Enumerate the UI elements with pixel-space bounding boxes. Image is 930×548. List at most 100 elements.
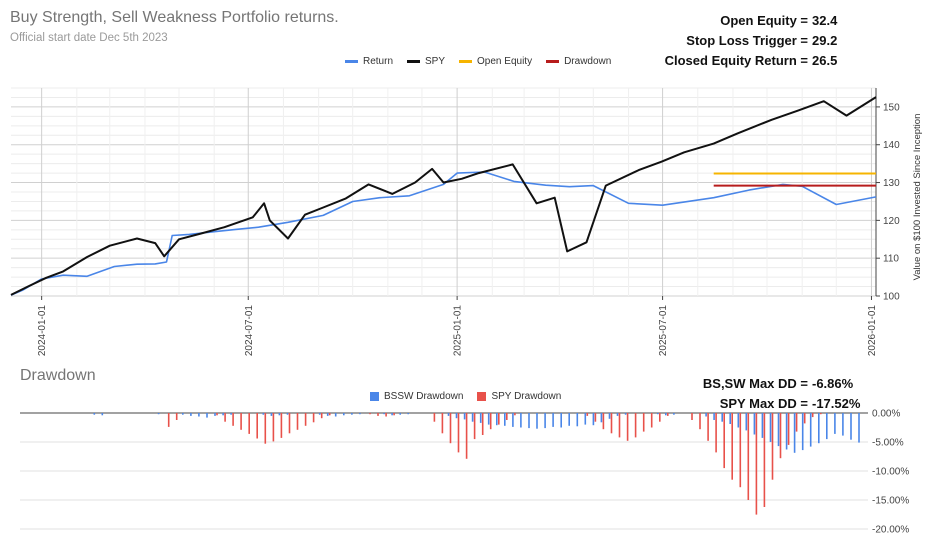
bssw-drawdown-bar <box>399 413 401 415</box>
bssw-drawdown-bar <box>721 413 723 422</box>
bssw-drawdown-bar <box>101 413 104 416</box>
bssw-drawdown-bar <box>568 413 570 426</box>
bssw-drawdown-bar <box>198 413 200 417</box>
drawdown-chart-y-axis: 0.00% -5.00% -10.00% -15.00% -20.00% <box>872 409 909 536</box>
spy-drawdown-bar <box>811 413 814 418</box>
bssw-drawdown-bar <box>318 413 321 415</box>
legend-item-spy[interactable]: SPY <box>407 56 445 67</box>
legend-item-spy-drawdown[interactable]: SPY Drawdown <box>477 391 561 402</box>
spy-drawdown-bar <box>473 413 476 440</box>
spy-drawdown-bar <box>264 413 267 444</box>
bssw-drawdown-bar <box>407 413 409 415</box>
bssw-drawdown-bar <box>552 413 554 427</box>
spy-drawdown-bar <box>715 413 717 453</box>
bssw-drawdown-bar <box>286 413 289 415</box>
x-tick-label: 2026-01-01 <box>867 305 878 357</box>
spy-drawdown-bar <box>328 413 331 416</box>
bssw-drawdown-bar <box>777 413 780 447</box>
bssw-drawdown-bar <box>383 413 385 415</box>
spy-drawdown-bar <box>747 413 750 500</box>
stat-label: Closed Equity Return = <box>664 53 808 68</box>
spy-drawdown-bar <box>167 413 170 427</box>
bssw-drawdown-bar <box>182 413 184 415</box>
bssw-drawdown-bar <box>190 413 192 416</box>
legend-swatch-return <box>345 60 358 63</box>
series-line-return <box>10 171 877 296</box>
bssw-drawdown-bar <box>834 413 836 434</box>
legend-swatch-bssw-drawdown <box>370 392 379 401</box>
drawdown-y-tick-label: -10.00% <box>872 467 909 478</box>
spy-drawdown-bar <box>586 413 589 416</box>
x-tick-label: 2025-01-01 <box>453 305 464 357</box>
bssw-drawdown-bar <box>359 413 361 415</box>
bssw-drawdown-bar <box>809 413 812 447</box>
bssw-drawdown-bar <box>536 413 538 429</box>
spy-drawdown-bar <box>320 413 323 419</box>
bssw-drawdown-bar <box>850 413 852 440</box>
stat-value: 32.4 <box>812 13 838 28</box>
bssw-drawdown-bar <box>729 413 731 424</box>
spy-drawdown-bar <box>506 413 508 420</box>
series-line-spy <box>10 96 877 296</box>
main-chart-legend: Return SPY Open Equity Drawdown <box>345 56 611 67</box>
spy-drawdown-bar <box>312 413 315 423</box>
chart-title: Buy Strength, Sell Weakness Portfolio re… <box>10 9 339 26</box>
main-chart-series <box>10 96 877 296</box>
bssw-drawdown-bar <box>616 413 619 416</box>
spy-drawdown-bar <box>739 413 742 488</box>
x-tick-label: 2025-07-01 <box>658 305 669 357</box>
bssw-drawdown-bar <box>487 413 490 425</box>
drawdown-legend: BSSW Drawdown SPY Drawdown <box>370 391 561 402</box>
spy-drawdown-bar <box>457 413 460 453</box>
spy-drawdown-bar <box>465 413 468 459</box>
bssw-drawdown-bar <box>657 413 659 415</box>
drawdown-stats: BS,SW Max DD = -6.86% SPY Max DD = -17.52% <box>703 374 864 414</box>
bssw-drawdown-bar <box>544 413 546 429</box>
stat-value: -17.52% <box>812 396 861 411</box>
spy-drawdown-bar <box>393 413 395 416</box>
bssw-drawdown-bar <box>737 413 740 428</box>
drawdown-chart-bars <box>93 413 860 515</box>
bssw-drawdown-bar <box>826 413 828 440</box>
drawdown-y-tick-label: -15.00% <box>872 496 909 507</box>
legend-label: BSSW Drawdown <box>384 391 464 402</box>
spy-drawdown-bar <box>602 413 605 430</box>
legend-item-open-equity[interactable]: Open Equity <box>459 56 532 67</box>
bssw-drawdown-bar <box>793 413 796 453</box>
legend-label: Drawdown <box>564 56 612 67</box>
legend-swatch-drawdown <box>546 60 560 63</box>
spy-drawdown-bar <box>618 413 621 438</box>
y-tick-label: 140 <box>883 140 900 151</box>
spy-drawdown-bar <box>280 413 283 438</box>
bssw-drawdown-bar <box>528 413 530 429</box>
main-chart-x-axis: 2024-01-01 2024-07-01 2025-01-01 2025-07-01… <box>37 296 878 356</box>
bssw-drawdown-bar <box>576 413 579 427</box>
spy-drawdown-bar <box>369 413 371 415</box>
legend-item-drawdown[interactable]: Drawdown <box>546 56 611 67</box>
bssw-drawdown-bar <box>858 413 860 443</box>
y-tick-label: 100 <box>883 292 900 303</box>
legend-swatch-spy-drawdown <box>477 392 487 401</box>
stat-label: Open Equity = <box>720 13 808 28</box>
legend-item-bssw-drawdown[interactable]: BSSW Drawdown <box>370 391 463 402</box>
legend-item-return[interactable]: Return <box>345 56 393 67</box>
bssw-drawdown-bar <box>713 413 715 420</box>
spy-drawdown-bar <box>787 413 790 445</box>
spy-drawdown-bar <box>610 413 613 434</box>
drawdown-y-tick-label: 0.00% <box>872 409 900 420</box>
stat-label: BS,SW Max DD = <box>702 376 808 391</box>
spy-drawdown-bar <box>296 413 299 430</box>
stat-value: 29.2 <box>812 33 838 48</box>
spy-drawdown-bar <box>820 413 822 415</box>
spy-drawdown-bar <box>385 413 387 417</box>
stat-value: -6.86% <box>812 376 854 391</box>
bssw-drawdown-bar <box>673 413 675 415</box>
spy-drawdown-bar <box>763 413 766 507</box>
bssw-drawdown-bar <box>206 413 208 418</box>
bssw-drawdown-bar <box>753 413 756 435</box>
stat-value: 26.5 <box>812 53 838 68</box>
y-tick-label: 120 <box>883 216 900 227</box>
bssw-drawdown-bar <box>745 413 748 431</box>
bssw-drawdown-bar <box>471 413 474 422</box>
bssw-drawdown-bar <box>761 413 764 438</box>
